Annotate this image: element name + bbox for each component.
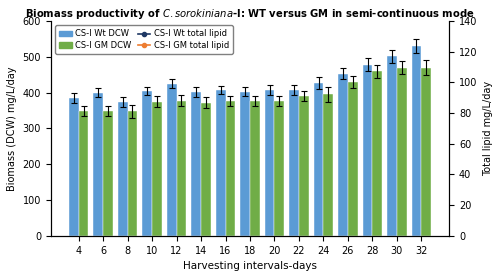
Bar xyxy=(289,90,299,236)
Bar xyxy=(338,74,348,236)
Y-axis label: Biomass (DCW) mg/L/day: Biomass (DCW) mg/L/day xyxy=(7,66,17,191)
Bar xyxy=(176,101,186,236)
Bar xyxy=(274,101,284,236)
Bar xyxy=(412,46,422,236)
Bar xyxy=(372,71,382,236)
Bar xyxy=(216,90,226,236)
Bar xyxy=(387,56,397,236)
X-axis label: Harvesting intervals-days: Harvesting intervals-days xyxy=(183,261,317,271)
Bar xyxy=(191,92,201,236)
Bar xyxy=(142,91,152,236)
Bar xyxy=(250,101,260,236)
Bar xyxy=(264,90,274,236)
Bar xyxy=(226,101,235,236)
Bar xyxy=(118,102,128,236)
Legend: CS-I Wt DCW, CS-I GM DCW, CS-I Wt total lipid, CS-I GM total lipid: CS-I Wt DCW, CS-I GM DCW, CS-I Wt total … xyxy=(55,25,233,54)
Bar xyxy=(240,91,250,236)
Bar xyxy=(422,68,431,236)
Bar xyxy=(299,96,309,236)
Bar xyxy=(314,83,324,236)
Bar xyxy=(348,82,358,236)
Bar xyxy=(78,111,88,236)
Bar xyxy=(128,111,138,236)
Bar xyxy=(69,98,78,236)
Bar xyxy=(201,103,211,236)
Bar xyxy=(397,68,406,236)
Bar xyxy=(167,84,176,236)
Y-axis label: Total lipid mg/L/day: Total lipid mg/L/day xyxy=(483,81,493,176)
Bar xyxy=(324,95,333,236)
Bar xyxy=(362,65,372,236)
Bar xyxy=(152,102,162,236)
Bar xyxy=(94,93,103,236)
Bar xyxy=(103,111,113,236)
Title: Biomass productivity of $\it{C. sorokiniana}$-I: WT versus GM in semi-continuous: Biomass productivity of $\it{C. sorokini… xyxy=(25,7,475,21)
